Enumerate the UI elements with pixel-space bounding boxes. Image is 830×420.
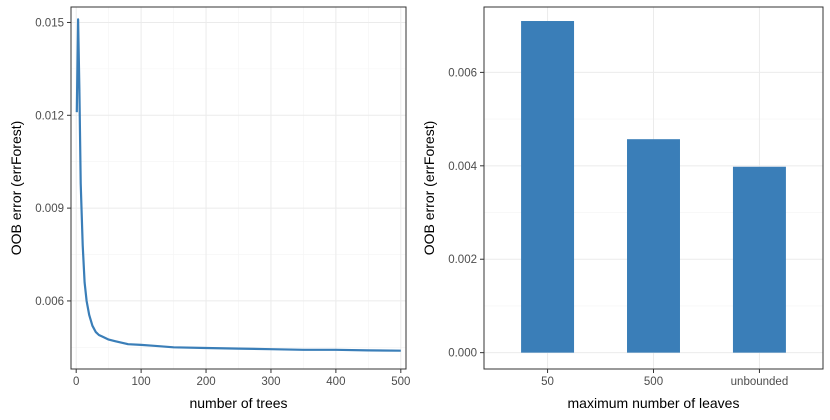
- right-y-axis-title: OOB error (errForest): [421, 121, 437, 256]
- right-x-axis-title: maximum number of leaves: [568, 395, 740, 411]
- leaves-bar-chart: 0.000 0.002 0.004 0.006 50 500 unbounded maxim…: [421, 6, 824, 411]
- left-y-tick-label: 0.009: [35, 203, 64, 215]
- right-y-tick-label: 0.002: [448, 254, 477, 266]
- bar: [627, 139, 680, 353]
- left-tick-labels: 0 100 200 300 400 500 0.006 0.009 0.012 0.015: [35, 17, 410, 388]
- right-tick-labels: 0.000 0.002 0.004 0.006 50 500 unbounded: [448, 67, 788, 388]
- bar: [732, 166, 786, 353]
- left-x-tick-label: 0: [73, 376, 79, 388]
- trees-line-chart: 0 100 200 300 400 500 0.006 0.009 0.012 0.015 num…: [8, 6, 410, 411]
- right-x-tick-label: 50: [541, 376, 554, 388]
- series-line: [75, 18, 401, 352]
- left-x-tick-label: 500: [391, 376, 410, 388]
- left-x-tick-label: 400: [326, 376, 345, 388]
- right-x-tick-label: unbounded: [731, 376, 789, 388]
- left-gridlines: [71, 7, 406, 369]
- left-y-axis-title: OOB error (errForest): [8, 121, 24, 256]
- left-y-tick-label: 0.015: [35, 17, 64, 29]
- right-bars: [521, 21, 786, 353]
- right-y-tick-label: 0.004: [448, 161, 477, 173]
- right-y-tick-label: 0.000: [448, 348, 477, 360]
- left-x-tick-label: 200: [196, 376, 215, 388]
- left-series: [75, 18, 401, 352]
- left-y-tick-label: 0.006: [35, 296, 64, 308]
- right-x-tick-label: 500: [644, 376, 663, 388]
- left-x-tick-label: 100: [132, 376, 151, 388]
- left-x-tick-label: 300: [261, 376, 280, 388]
- left-x-axis-title: number of trees: [189, 395, 287, 411]
- bar: [521, 21, 575, 353]
- left-panel-border: [70, 6, 407, 370]
- left-y-tick-label: 0.012: [35, 110, 64, 122]
- right-y-tick-label: 0.006: [448, 67, 477, 79]
